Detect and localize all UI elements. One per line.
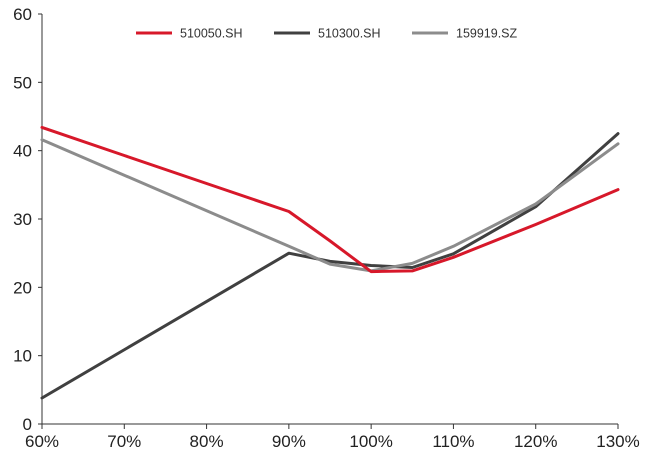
y-axis-ticks: 0 10 20 30 40 50 60	[13, 5, 42, 434]
series-line-510300-sh	[40, 132, 620, 400]
legend-label: 510300.SH	[318, 27, 381, 41]
x-tick-label: 100%	[349, 432, 392, 451]
x-axis-ticks: 60% 70% 80% 90% 100% 110% 120% 130%	[25, 424, 640, 451]
plot-lines	[40, 125, 620, 400]
y-tick-label: 30	[13, 210, 32, 229]
x-tick-label: 130%	[596, 432, 639, 451]
y-tick-label: 10	[13, 347, 32, 366]
x-tick-label: 90%	[272, 432, 306, 451]
y-tick-label: 20	[13, 278, 32, 297]
y-tick-label: 40	[13, 142, 32, 161]
legend: 510050.SH 510300.SH 159919.SZ	[136, 27, 518, 41]
axes	[41, 14, 618, 425]
x-tick-label: 120%	[514, 432, 557, 451]
legend-label: 159919.SZ	[456, 27, 518, 41]
series-line-159919-sz	[40, 138, 620, 273]
y-tick-label: 0	[23, 415, 32, 434]
y-tick-label: 60	[13, 5, 32, 24]
x-tick-label: 60%	[25, 432, 59, 451]
series-line-510050-sh	[40, 125, 620, 274]
x-tick-label: 80%	[190, 432, 224, 451]
x-tick-label: 110%	[432, 432, 474, 451]
x-tick-label: 70%	[107, 432, 141, 451]
legend-label: 510050.SH	[180, 27, 243, 41]
y-tick-label: 50	[13, 73, 32, 92]
